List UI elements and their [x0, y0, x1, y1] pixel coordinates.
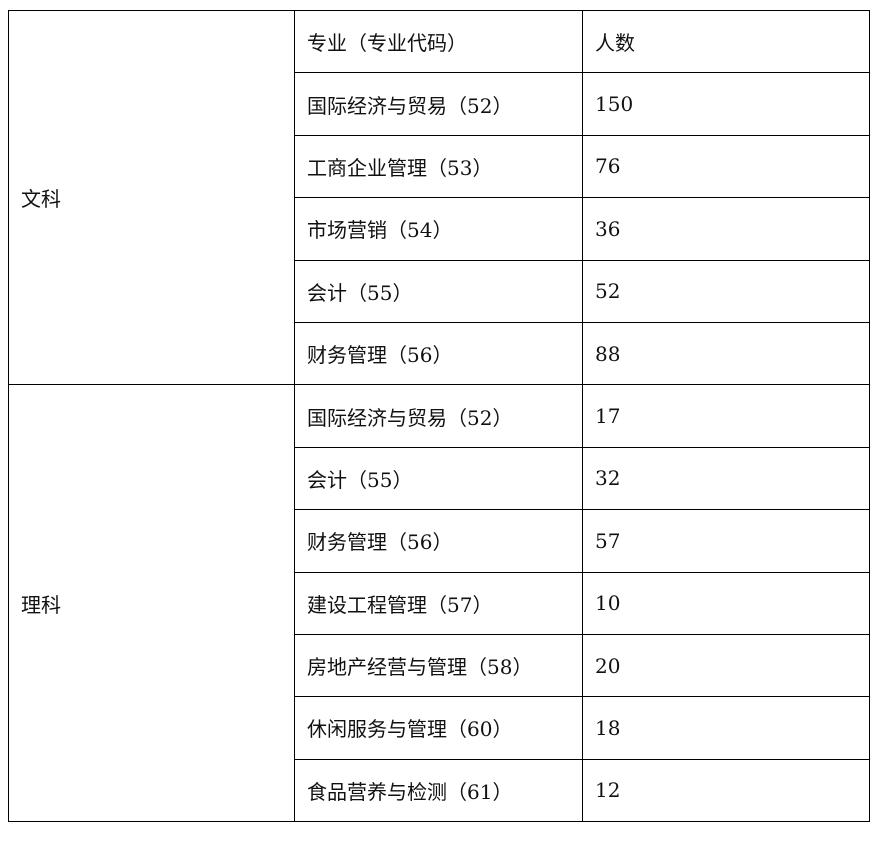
- table-row: 房地产经营与管理（58） 20: [9, 633, 870, 698]
- major-cell: 会计（55）: [294, 259, 583, 323]
- count-cell: 10: [582, 571, 870, 635]
- count-cell: 18: [582, 696, 870, 760]
- count-cell: 76: [582, 134, 870, 199]
- category-cell-arts: 文科: [8, 9, 295, 386]
- count-cell: 17: [582, 384, 870, 448]
- enrollment-table: 文科 专业（专业代码） 人数 国际经济与贸易（52） 150 工商企业管理（53…: [8, 9, 870, 823]
- count-cell: 52: [582, 259, 870, 323]
- count-cell: 20: [582, 633, 870, 698]
- major-cell: 国际经济与贸易（52）: [294, 384, 583, 448]
- table-header-row: 文科 专业（专业代码） 人数: [8, 9, 870, 386]
- count-cell: 150: [582, 72, 870, 136]
- major-cell: 国际经济与贸易（52）: [294, 72, 583, 136]
- major-cell: 房地产经营与管理（58）: [294, 633, 583, 698]
- table-row: 食品营养与检测（61） 12: [9, 758, 870, 823]
- header-count: 人数: [582, 9, 870, 74]
- major-cell: 工商企业管理（53）: [294, 134, 583, 199]
- table-row: 国际经济与贸易（52） 150: [9, 72, 870, 136]
- count-cell: 88: [582, 321, 870, 386]
- table-row: 理科 国际经济与贸易（52） 17: [8, 384, 870, 823]
- table-row: 市场营销（54） 36: [9, 197, 870, 261]
- major-cell: 食品营养与检测（61）: [294, 758, 583, 823]
- major-cell: 建设工程管理（57）: [294, 571, 583, 635]
- category-cell-science: 理科: [8, 384, 295, 823]
- table-row: 财务管理（56） 57: [9, 509, 870, 573]
- count-cell: 32: [582, 446, 870, 511]
- table-row: 会计（55） 32: [9, 446, 870, 511]
- major-cell: 市场营销（54）: [294, 197, 583, 261]
- header-major: 专业（专业代码）: [294, 9, 583, 74]
- count-cell: 36: [582, 197, 870, 261]
- table-row: 财务管理（56） 88: [9, 321, 870, 386]
- major-cell: 会计（55）: [294, 446, 583, 511]
- table-row: 休闲服务与管理（60） 18: [9, 696, 870, 760]
- count-cell: 57: [582, 509, 870, 573]
- count-cell: 12: [582, 758, 870, 823]
- major-cell: 财务管理（56）: [294, 321, 583, 386]
- major-cell: 休闲服务与管理（60）: [294, 696, 583, 760]
- major-cell: 财务管理（56）: [294, 509, 583, 573]
- table-row: 建设工程管理（57） 10: [9, 571, 870, 635]
